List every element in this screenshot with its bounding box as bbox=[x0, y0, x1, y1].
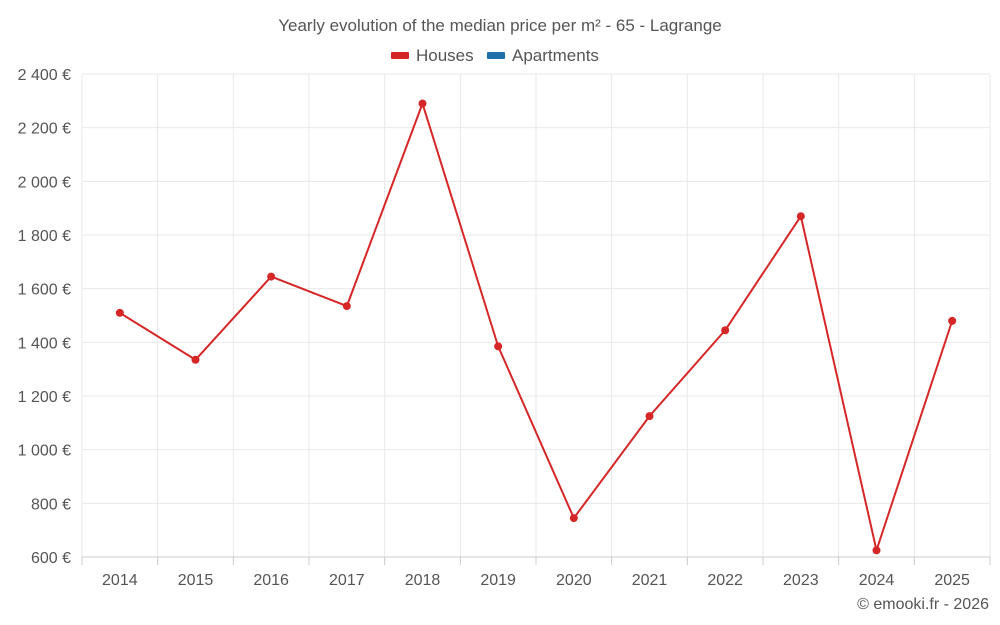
series-houses bbox=[115, 99, 957, 555]
x-tick-label: 2020 bbox=[556, 572, 592, 589]
y-tick-label: 2 400 € bbox=[18, 67, 71, 84]
legend-item-apartments[interactable]: Apartments bbox=[487, 46, 599, 65]
x-tick-label: 2023 bbox=[783, 572, 819, 589]
y-tick-label: 800 € bbox=[31, 496, 71, 513]
houses-point[interactable] bbox=[796, 212, 805, 221]
chart-title: Yearly evolution of the median price per… bbox=[278, 16, 722, 35]
y-tick-label: 600 € bbox=[31, 550, 71, 567]
x-tick-label: 2024 bbox=[859, 572, 895, 589]
x-tick-label: 2018 bbox=[405, 572, 441, 589]
legend: Houses Apartments bbox=[391, 46, 599, 65]
credit-text: © emooki.fr - 2026 bbox=[857, 596, 989, 613]
houses-point[interactable] bbox=[342, 302, 351, 311]
x-tick-label: 2021 bbox=[632, 572, 668, 589]
y-tick-label: 1 400 € bbox=[18, 335, 71, 352]
x-tick-label: 2025 bbox=[934, 572, 970, 589]
houses-point[interactable] bbox=[948, 316, 957, 325]
houses-point[interactable] bbox=[645, 412, 654, 421]
y-tick-label: 1 800 € bbox=[18, 228, 71, 245]
x-tick-label: 2014 bbox=[102, 572, 138, 589]
houses-line bbox=[119, 102, 954, 552]
x-tick-label: 2017 bbox=[329, 572, 365, 589]
houses-point[interactable] bbox=[872, 546, 881, 555]
houses-point[interactable] bbox=[267, 272, 276, 281]
legend-item-houses[interactable]: Houses bbox=[391, 46, 474, 65]
legend-label-houses: Houses bbox=[416, 46, 474, 65]
grid bbox=[81, 73, 991, 557]
legend-swatch-apartments bbox=[487, 52, 505, 59]
y-tick-label: 2 200 € bbox=[18, 121, 71, 138]
houses-point[interactable] bbox=[494, 342, 503, 351]
houses-point[interactable] bbox=[191, 355, 200, 364]
houses-point[interactable] bbox=[569, 514, 578, 523]
houses-point[interactable] bbox=[721, 326, 730, 335]
houses-point[interactable] bbox=[115, 308, 124, 317]
x-tick-label: 2016 bbox=[253, 572, 289, 589]
y-tick-label: 1 200 € bbox=[18, 389, 71, 406]
x-tick-label: 2022 bbox=[707, 572, 743, 589]
x-tick-label: 2015 bbox=[178, 572, 214, 589]
y-tick-label: 2 000 € bbox=[18, 174, 71, 191]
legend-label-apartments: Apartments bbox=[512, 46, 599, 65]
axes: 600 € 800 € 1 000 € 1 200 € 1 400 € 1 600 € 1 … bbox=[18, 67, 991, 589]
y-tick-label: 1 000 € bbox=[18, 443, 71, 460]
x-tick-label: 2019 bbox=[480, 572, 516, 589]
y-tick-label: 1 600 € bbox=[18, 282, 71, 299]
legend-swatch-houses bbox=[391, 52, 409, 59]
houses-point[interactable] bbox=[418, 99, 427, 108]
